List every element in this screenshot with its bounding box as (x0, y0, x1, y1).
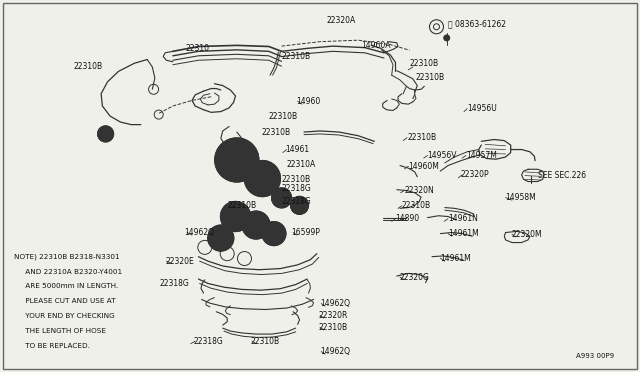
Text: 16599P: 16599P (291, 228, 320, 237)
Text: 14956V: 14956V (428, 151, 457, 160)
Circle shape (444, 35, 450, 41)
Text: Ⓝ 08363-61262: Ⓝ 08363-61262 (448, 20, 506, 29)
Text: AND 22310A B2320-Y4001: AND 22310A B2320-Y4001 (14, 269, 122, 275)
Circle shape (291, 196, 308, 214)
Text: 14958M: 14958M (506, 193, 536, 202)
Text: 22318G: 22318G (282, 197, 311, 206)
Text: 14961: 14961 (285, 145, 309, 154)
Text: 22310A: 22310A (287, 160, 316, 169)
Text: 22320R: 22320R (319, 311, 348, 320)
Text: 22320P: 22320P (461, 170, 490, 179)
Text: ARE 5000mm IN LENGTH.: ARE 5000mm IN LENGTH. (14, 283, 118, 289)
Text: 22320M: 22320M (512, 230, 543, 239)
Text: 22320N: 22320N (404, 186, 434, 195)
Text: 22310B: 22310B (319, 323, 348, 332)
Text: 22310B: 22310B (407, 133, 436, 142)
Text: 22310B: 22310B (282, 175, 311, 184)
Text: TO BE REPLACED.: TO BE REPLACED. (14, 343, 90, 349)
Circle shape (242, 211, 270, 239)
Text: 14960M: 14960M (408, 162, 439, 171)
Text: 14957M: 14957M (466, 151, 497, 160)
Text: SEE SEC.226: SEE SEC.226 (538, 171, 586, 180)
Circle shape (221, 202, 250, 231)
Text: NOTE) 22310B B2318-N3301: NOTE) 22310B B2318-N3301 (14, 253, 120, 260)
Text: 22320G: 22320G (400, 273, 430, 282)
Circle shape (244, 161, 280, 196)
Text: 14961M: 14961M (448, 229, 479, 238)
Circle shape (262, 222, 286, 246)
Text: 14890: 14890 (395, 214, 419, 223)
Text: 14956U: 14956U (467, 104, 497, 113)
Text: 22318G: 22318G (282, 185, 311, 193)
Text: 22310B: 22310B (410, 60, 439, 68)
Text: A993 00P9: A993 00P9 (576, 353, 614, 359)
Text: 22310B: 22310B (261, 128, 291, 137)
Text: PLEASE CUT AND USE AT: PLEASE CUT AND USE AT (14, 298, 116, 304)
Text: 22310B: 22310B (282, 52, 311, 61)
Text: 22310B: 22310B (74, 62, 103, 71)
Text: 14960: 14960 (296, 97, 321, 106)
Text: 14960A: 14960A (362, 41, 391, 50)
Text: 14962Q: 14962Q (320, 299, 350, 308)
Text: 14962Q: 14962Q (320, 347, 350, 356)
Text: YOUR END BY CHECKING: YOUR END BY CHECKING (14, 313, 115, 319)
Circle shape (98, 126, 114, 142)
Text: 22318G: 22318G (160, 279, 189, 288)
Text: 14961N: 14961N (448, 214, 478, 223)
Text: 22310B: 22310B (227, 201, 257, 210)
Text: 14962Q: 14962Q (184, 228, 214, 237)
Circle shape (215, 138, 259, 182)
Circle shape (271, 188, 292, 208)
Text: 22310B: 22310B (251, 337, 280, 346)
Text: 22318G: 22318G (193, 337, 223, 346)
Circle shape (208, 225, 234, 251)
Text: 22310: 22310 (186, 44, 210, 53)
Text: 22310B: 22310B (269, 112, 298, 121)
Text: 22310B: 22310B (402, 201, 431, 210)
Text: 14961M: 14961M (440, 254, 471, 263)
Text: 22320A: 22320A (326, 16, 356, 25)
Text: 22320E: 22320E (165, 257, 194, 266)
Text: THE LENGTH OF HOSE: THE LENGTH OF HOSE (14, 328, 106, 334)
Text: 22310B: 22310B (416, 73, 445, 82)
